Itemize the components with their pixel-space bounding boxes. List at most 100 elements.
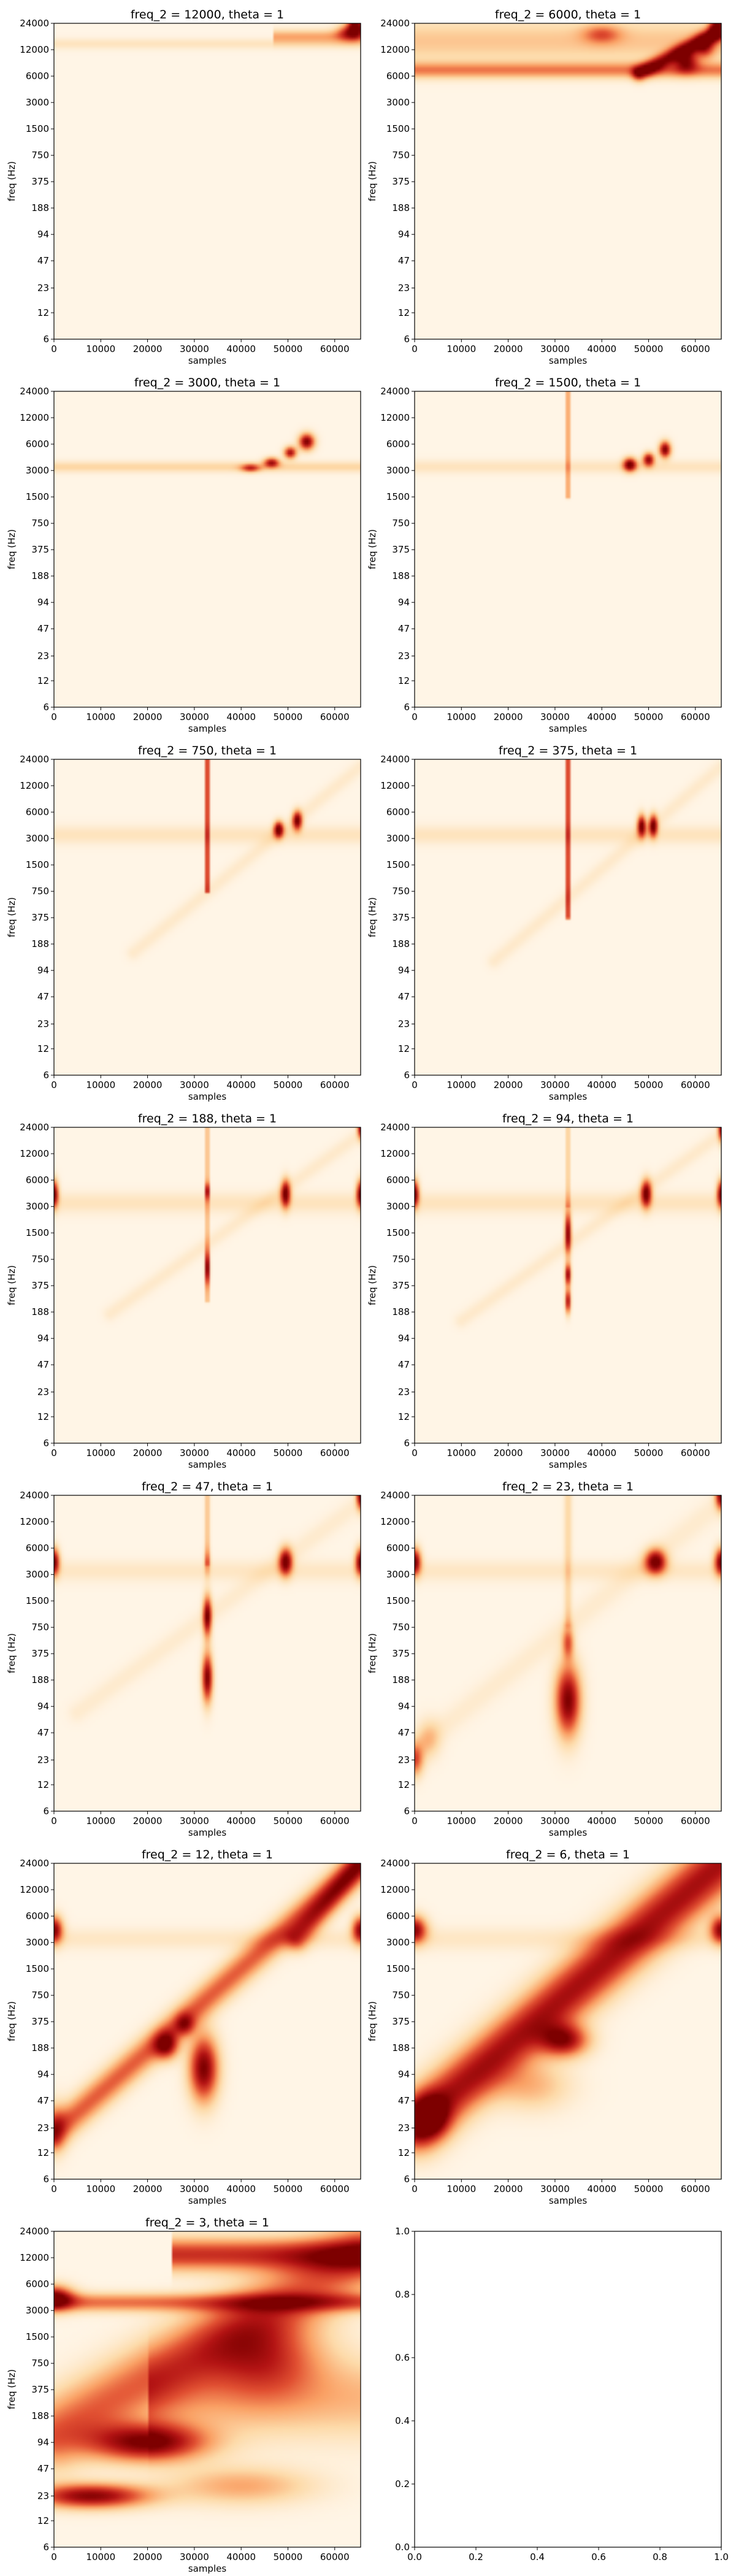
y-tick-label: 6 <box>43 1070 49 1081</box>
x-tick-label: 30000 <box>180 2551 209 2563</box>
x-tick-label: 60000 <box>681 1815 710 1827</box>
x-tick-label: 0 <box>51 343 57 355</box>
y-tick-label: 94 <box>398 229 410 240</box>
x-tick-label: 1.0 <box>714 2551 729 2563</box>
subplot-10: freq_2 = 23, theta = 1 0 10000 20000 30000 40… <box>367 1480 722 1838</box>
axes-frame <box>53 2231 361 2548</box>
x-tick-label: 10000 <box>447 2183 476 2195</box>
y-tick-label: 23 <box>37 283 49 294</box>
y-tick-label: 94 <box>398 597 410 608</box>
x-tick-label: 0 <box>412 2183 418 2195</box>
x-axis-label: samples <box>549 2195 588 2206</box>
y-tick-label: 47 <box>398 623 410 634</box>
x-tick-label: 30000 <box>180 1447 209 1459</box>
y-axis-label: freq (Hz) <box>6 1265 17 1306</box>
y-tick-label: 1500 <box>386 1963 410 1974</box>
y-tick-label: 12 <box>37 2147 49 2158</box>
y-tick-label: 6000 <box>26 439 49 450</box>
y-tick-label: 6 <box>404 1806 410 1817</box>
y-axis-label: freq (Hz) <box>367 161 378 202</box>
y-tick-label: 750 <box>392 1622 410 1633</box>
y-tick-label: 24000 <box>380 386 410 397</box>
y-tick-label: 24000 <box>380 18 410 29</box>
x-axis-label: samples <box>549 1459 588 1470</box>
y-axis-label: freq (Hz) <box>6 897 17 938</box>
subplot-title: freq_2 = 6, theta = 1 <box>506 1848 630 1861</box>
x-tick-label: 0 <box>51 1079 57 1091</box>
y-tick-label: 375 <box>31 1280 49 1291</box>
y-tick-label: 375 <box>392 176 410 187</box>
x-tick-label: 10000 <box>86 2183 115 2195</box>
y-tick-label: 750 <box>392 886 410 897</box>
x-tick-label: 50000 <box>274 711 303 723</box>
x-tick-label: 50000 <box>634 1447 664 1459</box>
x-tick-label: 60000 <box>320 1815 350 1827</box>
x-tick-label: 60000 <box>320 1447 350 1459</box>
y-tick-label: 188 <box>31 202 49 213</box>
x-tick-label: 0 <box>51 711 57 723</box>
y-tick-label: 188 <box>392 1674 410 1685</box>
y-tick-label: 0.0 <box>395 2542 410 2553</box>
subplot-4: freq_2 = 1500, theta = 1 0 10000 20000 30000… <box>367 376 722 734</box>
heatmap-image <box>415 23 721 339</box>
x-tick-label: 10000 <box>447 1815 476 1827</box>
y-tick-label: 12 <box>398 307 410 318</box>
heatmap-image <box>54 23 361 339</box>
x-tick-label: 30000 <box>180 2183 209 2195</box>
y-axis-label: freq (Hz) <box>367 2001 378 2042</box>
y-tick-label: 750 <box>392 1990 410 2001</box>
y-tick-label: 23 <box>37 651 49 662</box>
y-tick-label: 6 <box>43 1806 49 1817</box>
y-tick-label: 0.2 <box>395 2478 410 2490</box>
x-tick-label: 0.2 <box>469 2551 483 2563</box>
y-tick-label: 94 <box>398 2069 410 2080</box>
y-tick-label: 24000 <box>20 1490 49 1501</box>
y-axis-label: freq (Hz) <box>6 2369 17 2410</box>
x-tick-label: 40000 <box>587 343 616 355</box>
x-tick-label: 40000 <box>587 711 616 723</box>
subplot-14: 0.0 0.2 0.4 0.6 0.8 1.0 0.0 0.2 0.4 0.6 0.8 1.0 <box>395 2226 729 2563</box>
x-tick-label: 50000 <box>634 343 664 355</box>
x-tick-label: 30000 <box>540 1815 570 1827</box>
y-tick-label: 23 <box>398 1387 410 1398</box>
y-tick-label: 47 <box>37 2095 49 2106</box>
x-tick-label: 20000 <box>133 1815 163 1827</box>
y-tick-label: 12000 <box>20 44 49 55</box>
x-tick-label: 10000 <box>447 343 476 355</box>
heatmap-image <box>415 1127 721 1443</box>
x-tick-label: 10000 <box>447 1079 476 1091</box>
y-tick-label: 1500 <box>26 859 49 870</box>
x-tick-label: 20000 <box>133 2183 163 2195</box>
y-tick-label: 1500 <box>26 123 49 134</box>
y-tick-label: 23 <box>37 2491 49 2502</box>
y-tick-label: 1500 <box>26 1227 49 1238</box>
y-tick-label: 1500 <box>386 859 410 870</box>
heatmap-image <box>54 1863 361 2179</box>
y-tick-label: 12 <box>37 2515 49 2526</box>
y-tick-label: 94 <box>37 2069 49 2080</box>
y-tick-label: 47 <box>37 2463 49 2474</box>
y-tick-label: 23 <box>398 1019 410 1030</box>
x-axis-label: samples <box>188 1091 227 1102</box>
x-tick-label: 30000 <box>540 2183 570 2195</box>
y-tick-label: 3000 <box>386 1937 410 1948</box>
y-tick-label: 1500 <box>386 123 410 134</box>
x-tick-label: 0.0 <box>407 2551 422 2563</box>
y-tick-label: 6 <box>404 334 410 345</box>
y-tick-label: 3000 <box>386 1569 410 1580</box>
y-tick-label: 6 <box>43 1438 49 1449</box>
x-tick-label: 50000 <box>274 2551 303 2563</box>
y-tick-label: 6000 <box>386 807 410 818</box>
x-tick-label: 40000 <box>226 343 256 355</box>
y-axis-label: freq (Hz) <box>367 897 378 938</box>
y-tick-label: 47 <box>398 2095 410 2106</box>
x-tick-label: 60000 <box>681 711 710 723</box>
y-tick-label: 375 <box>31 544 49 555</box>
x-tick-label: 20000 <box>133 2551 163 2563</box>
x-tick-label: 50000 <box>274 1447 303 1459</box>
y-tick-label: 188 <box>392 202 410 213</box>
x-tick-label: 20000 <box>133 1447 163 1459</box>
y-tick-label: 94 <box>398 1333 410 1344</box>
y-tick-label: 6000 <box>26 71 49 82</box>
